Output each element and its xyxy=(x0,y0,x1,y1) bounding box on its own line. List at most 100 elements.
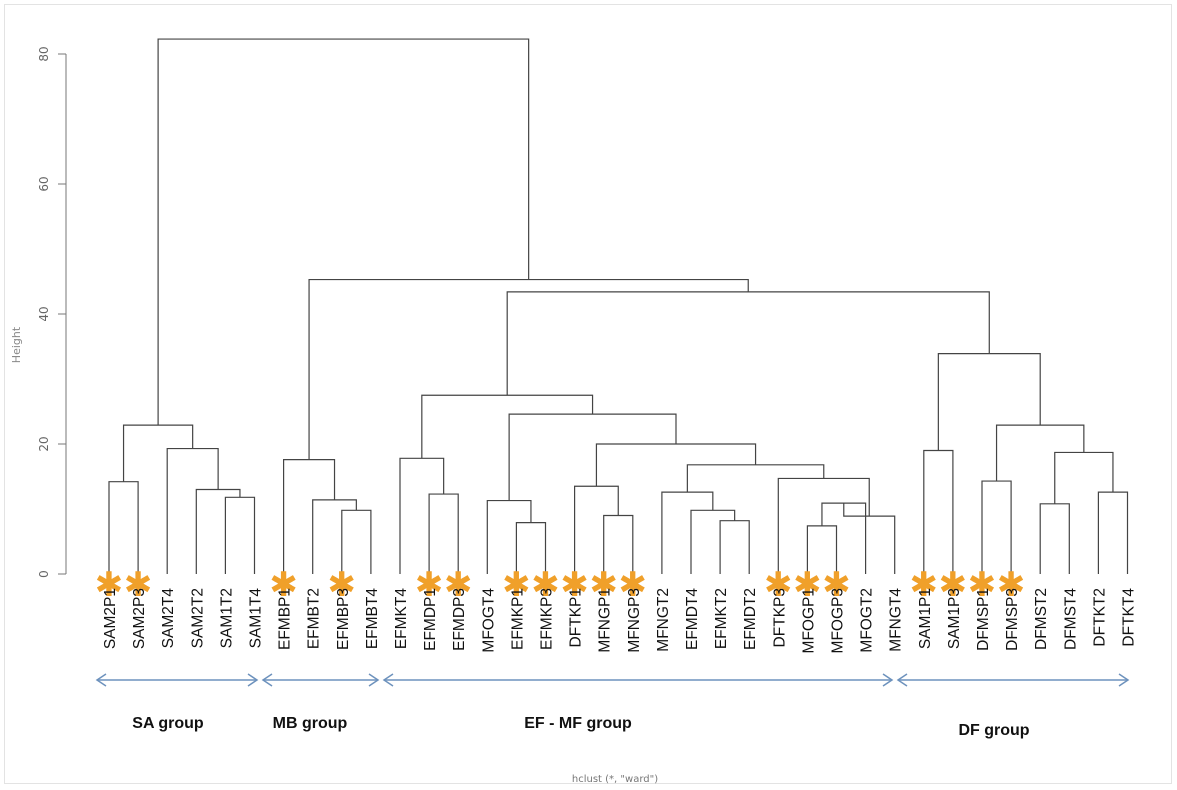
leaf-label: DFMSP1 xyxy=(975,588,992,651)
dendrogram-branch xyxy=(1054,451,1114,504)
arrow-right-icon xyxy=(368,673,380,687)
leaf-label: EFMBP1 xyxy=(277,588,294,650)
leaf-label: EFMDT2 xyxy=(742,588,759,650)
dendrogram-branch xyxy=(486,499,532,574)
star-marker-icon: ✱ xyxy=(619,565,648,605)
figure-frame xyxy=(4,4,1172,784)
leaf-label: MFOGT2 xyxy=(859,588,876,653)
group-label: MB group xyxy=(273,715,348,732)
star-marker-icon: ✱ xyxy=(95,565,124,605)
dendrogram-branch xyxy=(421,394,594,459)
dendrogram-branch xyxy=(224,496,256,574)
leaf-label: EFMDP3 xyxy=(451,588,468,651)
dendrogram-branch xyxy=(506,291,990,396)
dendrogram-branch xyxy=(312,499,357,574)
star-marker-icon: ✱ xyxy=(328,565,357,605)
dendrogram-branch xyxy=(661,491,714,574)
star-marker-icon: ✱ xyxy=(444,565,473,605)
dendrogram-branch xyxy=(923,449,954,574)
star-marker-icon: ✱ xyxy=(997,565,1026,605)
leaf-label: MFNGT4 xyxy=(888,588,905,652)
star-marker-icon: ✱ xyxy=(968,565,997,605)
leaf-label: DFTKT2 xyxy=(1091,588,1108,647)
dendrogram-branch xyxy=(283,459,336,574)
star-marker-icon: ✱ xyxy=(560,565,589,605)
leaf-label: EFMKP3 xyxy=(539,588,556,650)
dendrogram-branch xyxy=(1039,503,1070,574)
leaf-label: SAM1P1 xyxy=(917,588,934,649)
dendrogram-branch xyxy=(508,413,677,501)
leaf-label: MFNGT2 xyxy=(655,588,672,652)
leaf-label: SAM1P3 xyxy=(946,588,963,649)
arrow-left-icon xyxy=(95,673,107,687)
star-marker-icon: ✱ xyxy=(124,565,153,605)
dendrogram-branch xyxy=(195,488,241,574)
y-tick-label: 80 xyxy=(37,46,51,61)
dendrogram-branch xyxy=(428,493,459,574)
leaf-label: EFMKP1 xyxy=(509,588,526,650)
dendrogram-branch xyxy=(157,38,530,426)
leaf-label: EFMDP1 xyxy=(422,588,439,651)
leaf-label: EFMBT4 xyxy=(364,588,381,650)
leaf-label: SAM2T4 xyxy=(160,588,177,649)
dendrogram-branch xyxy=(1097,491,1129,574)
dendrogram-branch xyxy=(108,481,139,574)
arrow-right-icon xyxy=(1118,673,1130,687)
dendrogram-branch xyxy=(574,485,619,574)
arrow-left-icon xyxy=(896,673,908,687)
leaf-label: EFMDT4 xyxy=(684,588,701,650)
y-tick-label: 40 xyxy=(37,306,51,321)
group-label: EF - MF group xyxy=(524,715,632,732)
leaf-label: MFOGP3 xyxy=(830,588,847,653)
leaf-label: EFMBP3 xyxy=(335,588,352,650)
star-marker-icon: ✱ xyxy=(822,565,851,605)
leaf-label: MFNGP3 xyxy=(626,588,643,653)
leaf-label: MFNGP1 xyxy=(597,588,614,653)
leaf-label: DFMSP3 xyxy=(1004,588,1021,651)
star-marker-icon: ✱ xyxy=(531,565,560,605)
y-tick-label: 0 xyxy=(37,570,51,578)
dendrogram-branch xyxy=(981,480,1012,574)
star-marker-icon: ✱ xyxy=(764,565,793,605)
leaf-label: SAM2P3 xyxy=(131,588,148,649)
star-marker-icon: ✱ xyxy=(939,565,968,605)
dendrogram-branch xyxy=(719,520,750,574)
y-tick-label: 20 xyxy=(37,436,51,451)
star-marker-icon: ✱ xyxy=(502,565,531,605)
arrow-right-icon xyxy=(882,673,894,687)
arrow-left-icon xyxy=(382,673,394,687)
star-marker-icon: ✱ xyxy=(269,565,298,605)
dendrogram-branch xyxy=(399,457,445,574)
star-marker-icon: ✱ xyxy=(415,565,444,605)
arrow-right-icon xyxy=(247,673,259,687)
leaf-label: SAM2P1 xyxy=(102,588,119,649)
y-tick-label: 60 xyxy=(37,176,51,191)
star-marker-icon: ✱ xyxy=(589,565,618,605)
leaf-label: DFMST4 xyxy=(1062,588,1079,650)
x-axis-caption: hclust (*, "ward") xyxy=(572,774,658,785)
dendrogram-branch xyxy=(995,424,1085,482)
leaf-label: DFTKP3 xyxy=(771,588,788,647)
group-label: DF group xyxy=(958,722,1029,739)
leaf-label: SAM1T4 xyxy=(248,588,265,649)
leaf-label: DFMST2 xyxy=(1033,588,1050,650)
dendrogram-branch xyxy=(122,424,194,482)
y-axis-label: Height xyxy=(10,326,23,363)
leaf-label: DFTKP1 xyxy=(568,588,585,647)
star-marker-icon: ✱ xyxy=(910,565,939,605)
leaf-label: EFMKT2 xyxy=(713,588,730,649)
star-marker-icon: ✱ xyxy=(793,565,822,605)
leaf-label: SAM1T2 xyxy=(218,588,235,648)
arrow-left-icon xyxy=(261,673,273,687)
leaf-label: DFTKT4 xyxy=(1121,588,1138,647)
leaf-label: MFOGP1 xyxy=(800,588,817,653)
leaf-label: MFOGT4 xyxy=(480,588,497,653)
dendrogram-branch xyxy=(937,353,1041,451)
dendrogram-branch xyxy=(308,278,749,460)
dendrogram-branch xyxy=(166,447,219,574)
leaf-label: EFMBT2 xyxy=(306,588,323,649)
leaf-label: EFMKT4 xyxy=(393,588,410,650)
leaf-label: SAM2T2 xyxy=(189,588,206,648)
dendrogram-branch xyxy=(690,509,736,574)
